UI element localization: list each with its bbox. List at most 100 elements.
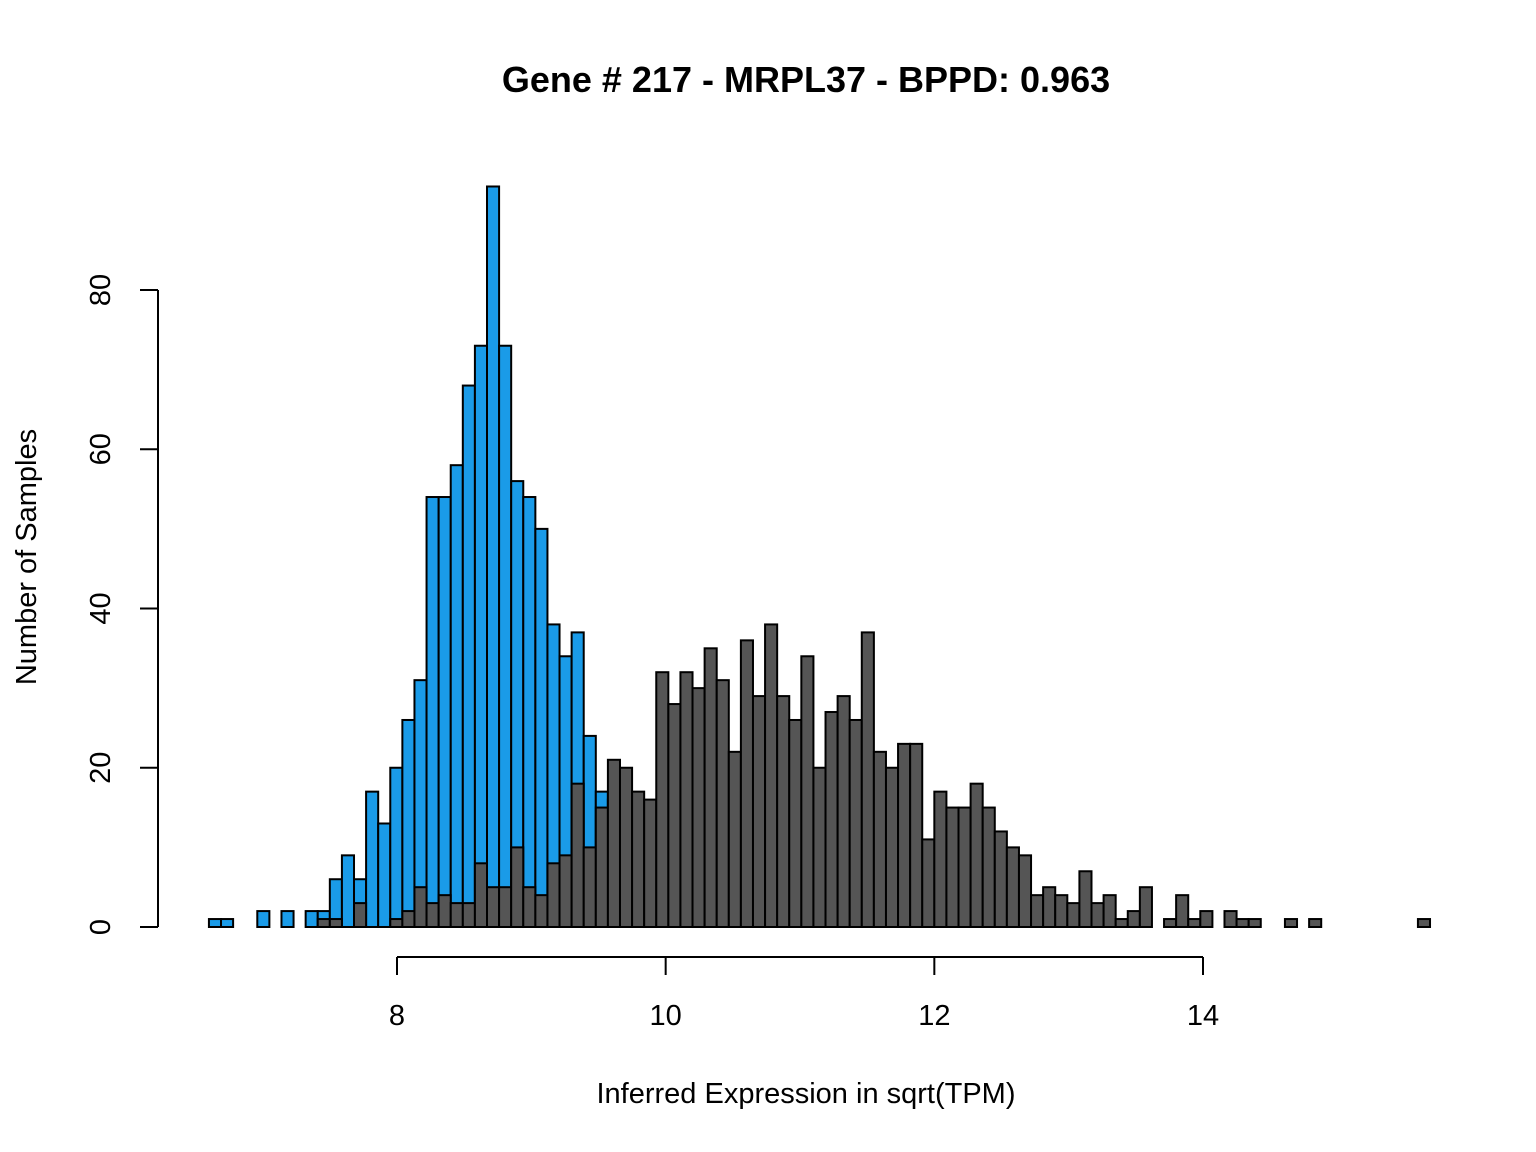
histogram-bar <box>1054 894 1069 929</box>
histogram-bar <box>691 687 706 929</box>
histogram-bar <box>594 806 609 928</box>
histogram-bar <box>413 886 428 929</box>
y-axis: 0 20 40 60 80 <box>85 274 159 935</box>
histogram-bar <box>945 806 960 928</box>
histogram-bar <box>207 918 223 928</box>
histogram-bar <box>643 798 658 928</box>
histogram-bar <box>1090 902 1105 928</box>
histogram-bar <box>1042 886 1057 929</box>
histogram-bar <box>340 854 356 929</box>
x-axis-label: Inferred Expression in sqrt(TPM) <box>596 1078 1015 1110</box>
histogram-bar <box>776 695 791 929</box>
histogram-bar <box>679 671 694 929</box>
histogram-bar <box>764 623 779 928</box>
histogram-bar <box>1223 910 1238 929</box>
histogram-bar <box>703 647 718 928</box>
histogram-bar <box>993 830 1008 929</box>
y-tick-label: 40 <box>85 592 117 624</box>
x-tick-label: 12 <box>918 1000 950 1032</box>
x-tick-label: 8 <box>389 1000 405 1032</box>
histogram-bar <box>1030 894 1045 929</box>
histogram-bar <box>473 862 489 928</box>
histogram-bar <box>909 742 924 928</box>
histogram-bar <box>1175 894 1190 929</box>
histogram-bar <box>1163 918 1178 928</box>
y-tick-label: 0 <box>85 919 117 935</box>
histogram-bar <box>848 718 863 928</box>
histogram-bar <box>1102 894 1117 929</box>
histogram-bar <box>667 703 682 928</box>
histogram-bar <box>1005 846 1020 929</box>
histogram-bar <box>498 886 513 929</box>
histogram-bar <box>981 806 996 928</box>
histogram-bar <box>860 631 875 928</box>
histogram-bar <box>1017 854 1033 929</box>
histogram-bar <box>461 384 476 928</box>
histogram-bar <box>655 671 670 929</box>
histogram-bar <box>389 766 404 928</box>
histogram-bar <box>751 695 767 929</box>
histogram-bar <box>824 711 839 929</box>
histogram-bar <box>522 496 537 928</box>
histogram-bar <box>1114 918 1129 928</box>
histogram-bar <box>884 766 900 928</box>
histogram-bar <box>1283 918 1299 928</box>
x-tick-label: 14 <box>1187 1000 1219 1032</box>
histogram-bar <box>389 918 404 928</box>
histogram-bar <box>606 758 621 928</box>
histogram-bar <box>1126 910 1141 929</box>
histogram-bar <box>353 902 368 928</box>
histogram-bar <box>534 894 549 929</box>
y-tick-label: 20 <box>85 752 117 784</box>
histogram-bar <box>969 782 984 928</box>
histogram-bar <box>461 902 476 928</box>
y-tick-label: 60 <box>85 433 117 465</box>
histogram-bar <box>1416 918 1432 928</box>
histogram-bar <box>933 790 948 929</box>
histogram-bar <box>377 822 392 928</box>
histogram-bar <box>486 185 501 929</box>
y-axis-label: Number of Samples <box>11 429 43 685</box>
histogram-bar <box>921 838 936 928</box>
histogram-bar <box>401 718 416 928</box>
histogram-bar <box>812 766 827 928</box>
histogram-bar <box>437 496 452 928</box>
histogram-bar <box>1235 918 1250 928</box>
histogram-bar <box>582 846 597 929</box>
x-axis: 8 10 12 14 <box>389 956 1219 1032</box>
histogram-bar <box>897 742 912 928</box>
histogram-bar <box>256 910 271 929</box>
histogram-bar <box>522 886 537 929</box>
histogram-bar <box>631 790 646 929</box>
histogram-bar <box>280 910 295 929</box>
histogram-bar <box>957 806 972 928</box>
histogram-bar <box>570 782 585 928</box>
histogram-bar <box>304 910 319 929</box>
histogram-bar <box>328 918 343 928</box>
y-tick-label: 80 <box>85 274 117 306</box>
histogram-bar <box>534 527 549 929</box>
histogram-bar <box>836 695 851 929</box>
histogram-bar <box>510 846 525 929</box>
histogram-bar <box>1247 918 1262 928</box>
histogram-bar <box>788 718 803 928</box>
histogram-bar <box>872 750 887 929</box>
histogram-bar <box>739 639 754 928</box>
histogram-bar <box>437 894 452 929</box>
histogram-bar <box>365 790 380 929</box>
histogram-bar <box>1187 918 1202 928</box>
histogram-bar <box>316 918 331 928</box>
histogram-bar <box>1066 902 1081 928</box>
histogram-bar <box>486 886 501 929</box>
histogram-bar <box>498 344 513 928</box>
histogram-bar <box>401 910 416 929</box>
histogram-bar <box>1078 870 1093 929</box>
histogram-bar <box>425 902 440 928</box>
histogram-bar <box>220 918 235 928</box>
histogram-bar <box>558 854 573 929</box>
histogram-bar <box>800 655 815 929</box>
histogram-bar <box>449 902 464 928</box>
histogram-bar <box>1308 918 1323 928</box>
histogram-bar <box>1199 910 1214 929</box>
